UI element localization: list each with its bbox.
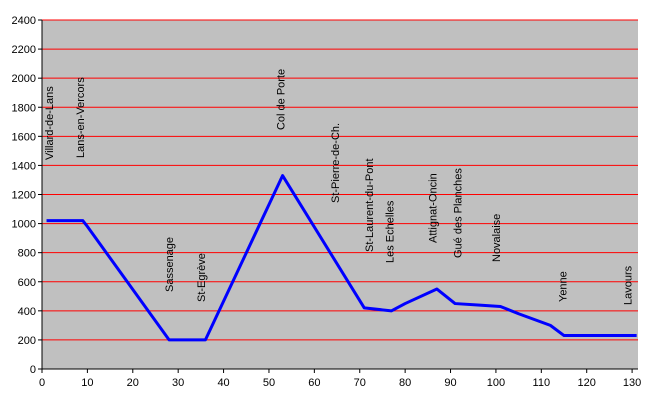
y-tick-label: 0 bbox=[30, 364, 36, 376]
place-label: Novalaise bbox=[491, 214, 503, 262]
x-tick-label: 40 bbox=[217, 377, 229, 389]
y-tick-label: 400 bbox=[18, 306, 36, 318]
y-tick-label: 1600 bbox=[12, 131, 36, 143]
y-tick-label: 2200 bbox=[12, 44, 36, 56]
x-tick-label: 110 bbox=[533, 377, 551, 389]
y-tick-label: 1400 bbox=[12, 160, 36, 172]
y-tick-label: 1000 bbox=[12, 219, 36, 231]
x-tick-label: 10 bbox=[81, 377, 93, 389]
place-label: Attignat-Oncin bbox=[427, 173, 439, 243]
y-tick-label: 2400 bbox=[12, 15, 36, 27]
y-tick-label: 600 bbox=[18, 277, 36, 289]
place-label: Yenne bbox=[558, 271, 570, 302]
place-label: St-Laurent-du-Pont bbox=[364, 158, 376, 252]
x-tick-label: 100 bbox=[487, 377, 505, 389]
y-tick-label: 2000 bbox=[12, 73, 36, 85]
y-tick-label: 1800 bbox=[12, 102, 36, 114]
y-tick-label: 800 bbox=[18, 248, 36, 260]
elevation-line bbox=[46, 174, 637, 342]
place-label: St-Egrève bbox=[196, 253, 208, 302]
x-tick-label: 80 bbox=[399, 377, 411, 389]
y-tick-label: 1200 bbox=[12, 190, 36, 202]
place-label: Les Echelles bbox=[384, 200, 396, 263]
x-tick-label: 20 bbox=[127, 377, 139, 389]
x-tick-label: 50 bbox=[263, 377, 275, 389]
x-tick-label: 30 bbox=[172, 377, 184, 389]
x-tick-label: 70 bbox=[354, 377, 366, 389]
place-label: St-Pierre-de-Ch. bbox=[330, 123, 342, 203]
place-label: Villard-de-Lans bbox=[44, 86, 56, 160]
x-tick-label: 0 bbox=[39, 377, 45, 389]
y-tick-label: 200 bbox=[18, 335, 36, 347]
x-tick-label: 90 bbox=[444, 377, 456, 389]
place-label: Gué des Planches bbox=[452, 168, 464, 258]
place-label: Col de Porte bbox=[275, 69, 287, 130]
x-tick-label: 120 bbox=[578, 377, 596, 389]
x-tick-label: 130 bbox=[623, 377, 641, 389]
place-label: Lans-en-Vercors bbox=[75, 77, 87, 158]
place-label: Sassenage bbox=[164, 237, 176, 292]
place-label: Lavours bbox=[623, 265, 635, 305]
x-tick-label: 60 bbox=[308, 377, 320, 389]
